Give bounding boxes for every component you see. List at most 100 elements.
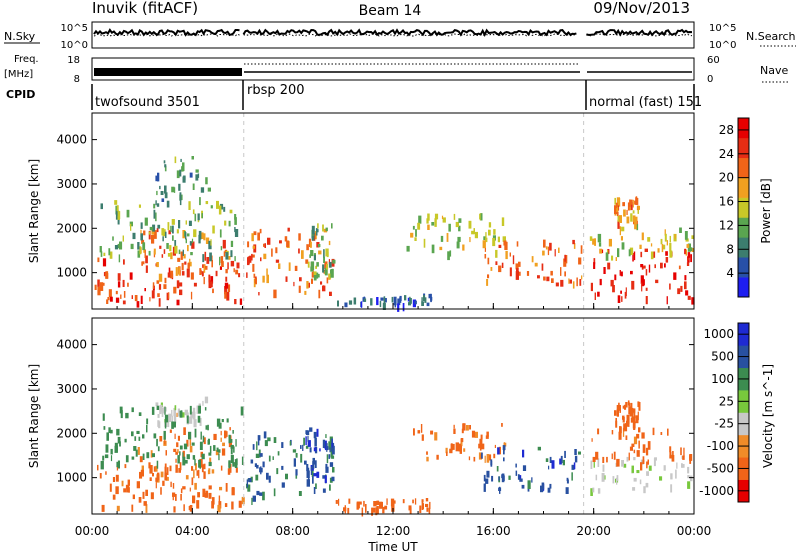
power-cell [253, 231, 257, 236]
power-cell [202, 254, 205, 263]
time-xtick-label: 08:00 [275, 524, 310, 538]
power-ytick-label: 3000 [56, 177, 87, 191]
velocity-cell [211, 497, 215, 505]
power-cell [448, 223, 451, 232]
power-cell [209, 252, 212, 262]
power-cell [130, 223, 132, 231]
velocity-cell [647, 459, 649, 465]
velocity-cell [559, 458, 562, 465]
velocity-cell [637, 401, 640, 407]
power-cell [236, 262, 240, 269]
velocity-cell [150, 450, 153, 458]
power-cell [317, 223, 319, 229]
velocity-cell [636, 470, 640, 474]
power-cell [210, 239, 212, 246]
power-colorbar: 4 8 12 16 20 24 28 [719, 117, 750, 298]
power-cell [151, 290, 155, 299]
power-cell [505, 250, 508, 260]
velocity-cell [222, 442, 225, 447]
power-cell [547, 246, 550, 256]
velocity-data-cells [97, 318, 693, 517]
power-cell [120, 294, 122, 299]
power-cell [619, 215, 622, 223]
velocity-cell [531, 477, 533, 483]
cpid-segment-twofsound: twofsound 3501 [95, 95, 200, 110]
power-cell [246, 272, 248, 278]
power-cell [516, 241, 519, 247]
power-cell [275, 259, 280, 263]
velocity-cell [636, 433, 640, 439]
cpid-panel: CPID twofsound 3501 rbsp 200 normal (fas… [6, 80, 702, 110]
power-cell [669, 283, 671, 290]
power-cell [161, 254, 164, 258]
power-cell [157, 293, 160, 297]
velocity-cell [172, 492, 176, 497]
power-cell [426, 218, 429, 224]
velocity-cell [174, 406, 176, 415]
velocity-cell [110, 448, 113, 455]
velocity-cell [189, 439, 192, 446]
velocity-cell [313, 473, 317, 477]
power-cell [545, 246, 548, 250]
nave-tick-top: 60 [707, 55, 720, 66]
velocity-cell [189, 405, 192, 415]
power-cell [108, 289, 112, 297]
power-cell [415, 229, 417, 237]
power-cell [568, 278, 570, 284]
velocity-cell [347, 507, 350, 514]
power-cell [616, 211, 619, 217]
nsky-series [93, 28, 693, 37]
power-cell [275, 247, 278, 254]
velocity-cell [647, 441, 651, 450]
power-cell [294, 265, 298, 271]
power-cell [576, 277, 578, 287]
velocity-cell [160, 402, 163, 407]
power-cell [669, 242, 672, 252]
power-cell [518, 271, 521, 276]
velocity-cell [99, 473, 102, 479]
velocity-cell [151, 453, 155, 458]
velocity-cell [216, 418, 221, 427]
velocity-cell [173, 421, 176, 428]
power-cell [423, 295, 425, 301]
power-cell [635, 196, 638, 205]
velocity-cell [250, 459, 254, 464]
power-cell [207, 187, 211, 192]
power-cell [224, 220, 227, 226]
power-cell [633, 251, 636, 261]
power-data-cells [94, 113, 695, 312]
velocity-cell [329, 484, 331, 491]
velocity-cell [574, 455, 578, 463]
power-cell [285, 276, 288, 282]
velocity-cell [189, 416, 193, 424]
velocity-cell [626, 414, 630, 424]
power-cell [228, 220, 231, 227]
power-cell [311, 278, 313, 284]
power-cell [687, 243, 691, 252]
power-cell [382, 302, 386, 310]
velocity-cell [322, 475, 326, 479]
velocity-cell [491, 475, 494, 482]
velocity-cell [390, 498, 395, 507]
power-cell [666, 296, 668, 305]
power-cell [182, 230, 186, 239]
power-cell [645, 269, 648, 276]
power-cell [617, 205, 620, 211]
power-cell [209, 281, 213, 288]
velocity-cell [259, 453, 263, 457]
power-cell [287, 227, 290, 232]
power-cell [166, 200, 170, 208]
velocity-cell [209, 457, 212, 466]
power-cell [119, 241, 123, 250]
velocity-cell [564, 450, 566, 458]
velocity-cell [110, 455, 113, 462]
power-cell [155, 212, 157, 222]
velocity-cell [597, 488, 601, 494]
velocity-cell [611, 430, 614, 435]
power-cell [501, 262, 504, 268]
power-cell [332, 259, 336, 264]
velocity-cell [304, 460, 307, 465]
power-cell [685, 249, 687, 256]
velocity-cell [446, 451, 448, 456]
power-cell [201, 213, 203, 219]
